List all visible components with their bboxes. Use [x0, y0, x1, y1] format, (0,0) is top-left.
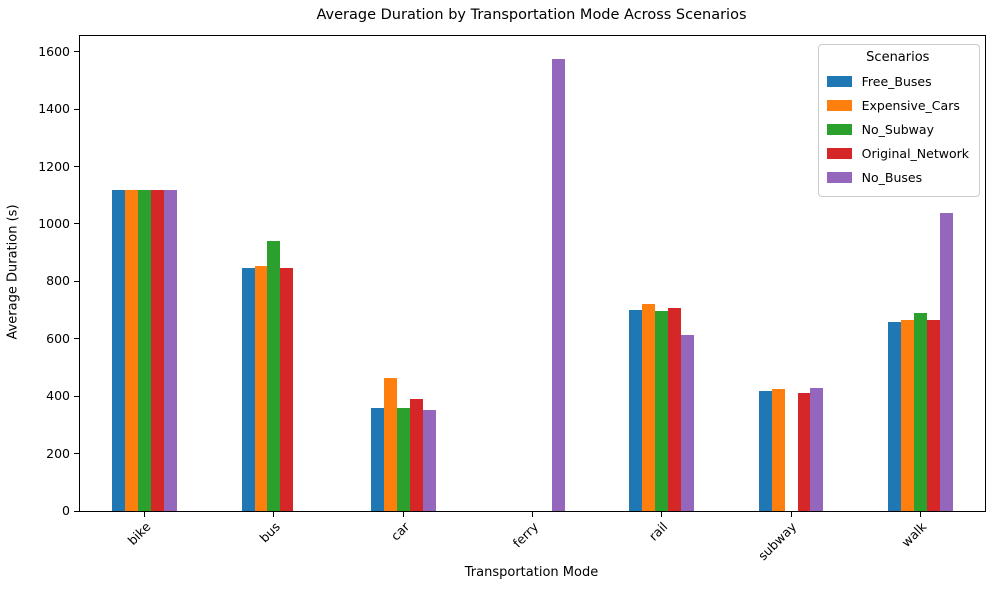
bar-No_Subway-walk: [913, 312, 927, 511]
bar-Free_Buses-subway: [758, 391, 772, 511]
y-tick-label: 400: [46, 388, 70, 404]
x-tick-label-bus: bus: [256, 519, 283, 546]
legend-label: Expensive_Cars: [861, 97, 960, 113]
legend-item-No_Buses: No_Buses: [826, 165, 969, 189]
legend-swatch: [826, 75, 852, 87]
y-tick-mark: [74, 51, 79, 53]
legend-label: Original_Network: [861, 145, 969, 161]
x-tick-mark: [273, 512, 275, 517]
y-tick-mark: [74, 395, 79, 397]
legend-item-Original_Network: Original_Network: [826, 141, 969, 165]
bar-No_Buses-subway: [810, 387, 824, 511]
y-tick-label: 1600: [38, 43, 70, 59]
bar-No_Buses-walk: [939, 213, 953, 511]
legend-swatch: [826, 99, 852, 111]
y-tick-mark: [74, 223, 79, 225]
x-tick-mark: [532, 512, 533, 517]
y-tick-label: 1200: [38, 158, 70, 174]
bar-Original_Network-rail: [668, 308, 682, 511]
x-tick-label-car: car: [387, 519, 412, 544]
legend: Scenarios Free_Buses Expensive_Cars No_Sub…: [817, 44, 980, 197]
bar-Original_Network-car: [409, 398, 423, 511]
bar-Free_Buses-rail: [629, 310, 643, 511]
bar-No_Buses-car: [422, 409, 436, 511]
x-tick-label-bike: bike: [124, 519, 154, 548]
bar-Free_Buses-walk: [888, 321, 901, 511]
x-tick-mark: [919, 512, 921, 517]
bar-Original_Network-walk: [926, 320, 940, 511]
x-tick-mark: [661, 512, 663, 517]
bar-No_Subway-car: [396, 407, 410, 511]
x-tick-mark: [402, 512, 404, 517]
bar-Expensive_Cars-bus: [254, 265, 268, 511]
legend-item-Free_Buses: Free_Buses: [826, 69, 969, 93]
y-tick-label: 200: [46, 445, 70, 461]
y-tick-mark: [74, 108, 79, 110]
bar-Expensive_Cars-subway: [771, 389, 785, 511]
y-tick-label: 1400: [38, 101, 70, 117]
legend-swatch: [826, 147, 852, 159]
legend-swatch: [826, 123, 852, 135]
bar-No_Subway-bike: [138, 189, 152, 511]
bar-No_Buses-rail: [681, 335, 695, 511]
legend-item-No_Subway: No_Subway: [826, 117, 969, 141]
bar-No_Subway-bus: [267, 241, 281, 511]
x-tick-mark: [790, 512, 792, 517]
y-tick-mark: [74, 166, 79, 168]
y-tick-label: 600: [46, 330, 70, 346]
legend-label: No_Buses: [861, 169, 923, 185]
y-tick-mark: [74, 280, 79, 282]
bar-Free_Buses-car: [370, 407, 384, 511]
y-tick-label: 0: [62, 503, 70, 518]
bar-Expensive_Cars-walk: [900, 320, 914, 511]
bar-Expensive_Cars-bike: [125, 189, 139, 511]
legend-items: Free_Buses Expensive_Cars No_Subway Origina…: [826, 69, 969, 189]
y-tick-mark: [74, 453, 79, 455]
x-axis-label: Transportation Mode: [464, 565, 599, 580]
bar-Original_Network-subway: [797, 392, 811, 511]
legend-item-Expensive_Cars: Expensive_Cars: [826, 93, 969, 117]
plot-area: Scenarios Free_Buses Expensive_Cars No_Sub…: [38, 35, 986, 563]
x-tick-label-walk: walk: [898, 519, 929, 550]
bar-Expensive_Cars-rail: [642, 303, 656, 511]
y-tick-label: 1000: [38, 215, 70, 231]
y-tick-mark: [74, 510, 79, 512]
bar-Original_Network-bus: [280, 267, 294, 511]
bar-No_Buses-ferry: [551, 58, 565, 511]
x-tick-label-rail: rail: [645, 519, 671, 544]
legend-label: No_Subway: [861, 121, 934, 137]
legend-title: Scenarios: [866, 50, 930, 65]
bar-No_Buses-bike: [164, 189, 177, 511]
y-tick-label: 800: [46, 273, 70, 289]
bar-Free_Buses-bus: [241, 267, 255, 511]
x-tick-label-subway: subway: [755, 519, 800, 564]
x-tick-mark: [144, 512, 146, 517]
y-tick-mark: [74, 338, 79, 340]
legend-label: Free_Buses: [861, 73, 932, 89]
bar-Original_Network-bike: [151, 189, 165, 511]
chart-title: Average Duration by Transportation Mode …: [316, 7, 747, 23]
legend-swatch: [826, 171, 852, 183]
bar-No_Subway-rail: [655, 310, 669, 511]
x-tick-label-ferry: ferry: [509, 519, 542, 551]
bar-Free_Buses-bike: [112, 189, 126, 511]
bar-Expensive_Cars-car: [383, 378, 397, 511]
